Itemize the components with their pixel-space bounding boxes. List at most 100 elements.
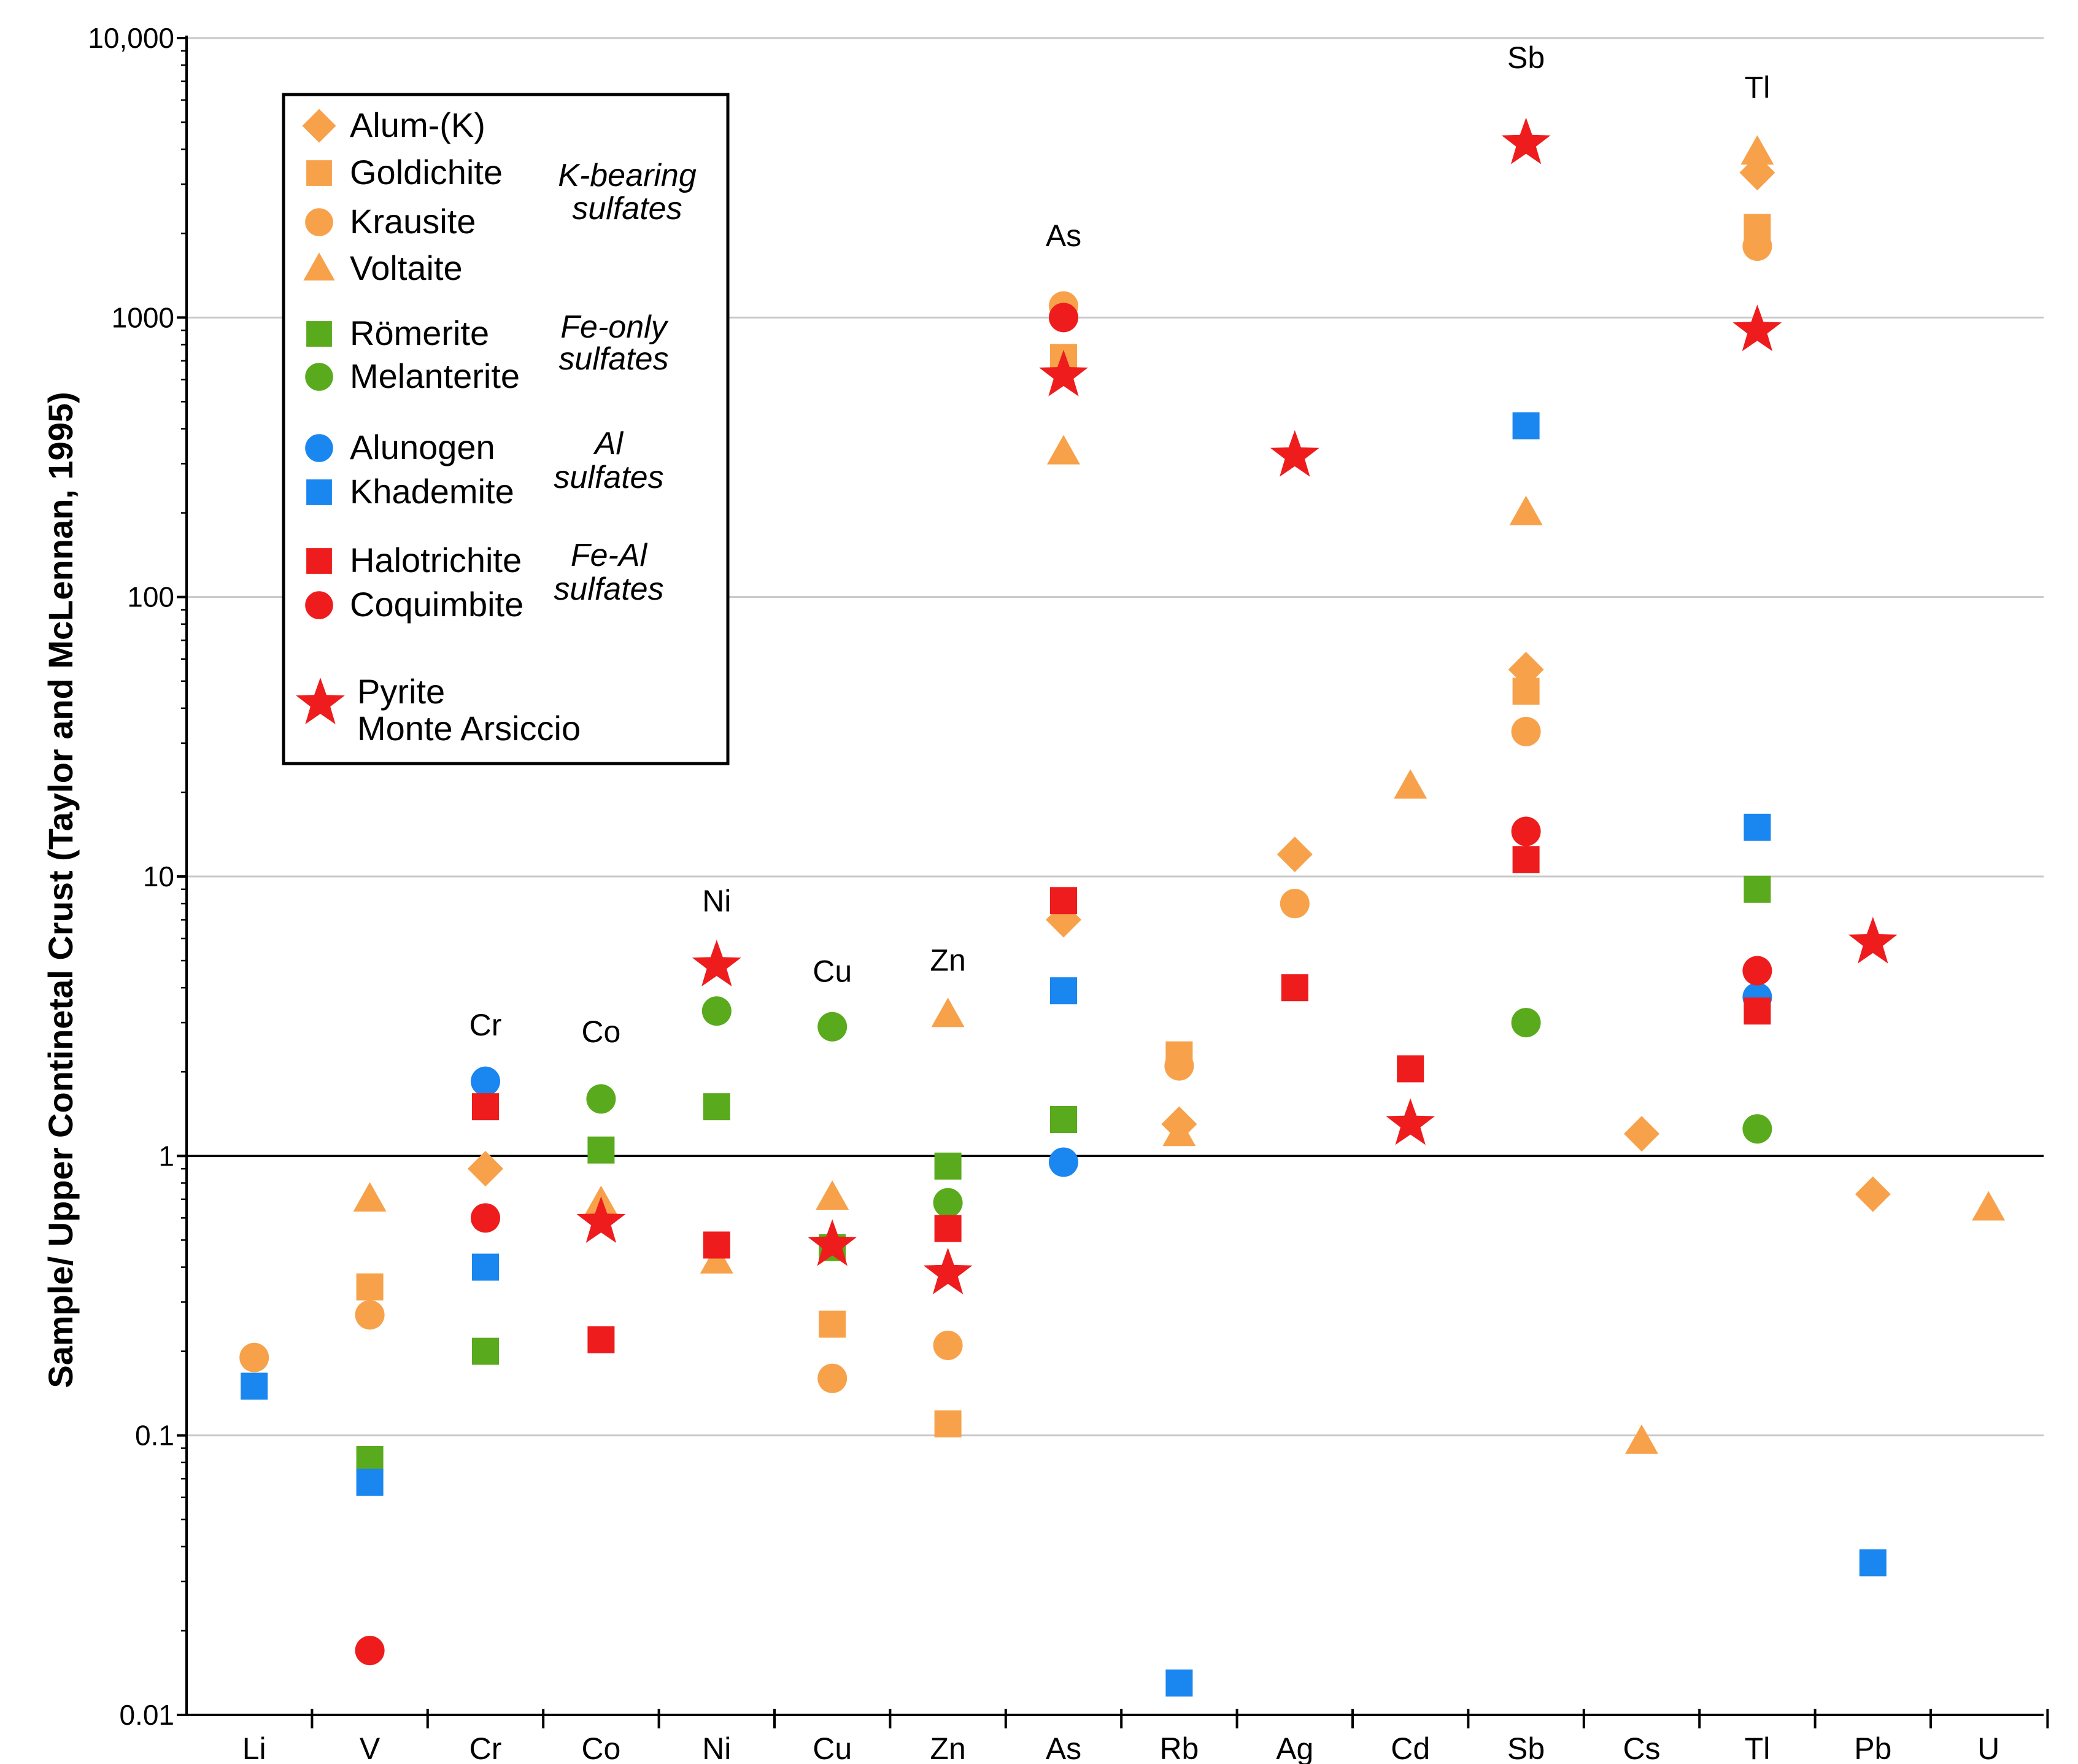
data-point xyxy=(471,1066,500,1096)
x-tick-label-sb: Sb xyxy=(1507,1731,1545,1764)
data-point xyxy=(1277,836,1313,872)
y-tick-labels: 0.01 0.1 1 10 100 1000 10,000 xyxy=(88,22,174,1731)
legend-label: Pyrite xyxy=(357,672,445,711)
annotation-tl: Tl xyxy=(1745,71,1771,105)
data-point xyxy=(1039,349,1088,397)
data-point xyxy=(817,1012,848,1042)
data-point xyxy=(1509,495,1543,525)
data-point xyxy=(1512,846,1540,873)
data-point xyxy=(239,1342,269,1372)
legend-label: Monte Arsiccio xyxy=(357,709,581,748)
data-point xyxy=(472,1093,499,1121)
annotation-as: As xyxy=(1046,219,1081,253)
legend-marker xyxy=(305,208,333,236)
data-point xyxy=(1625,1424,1658,1454)
data-point xyxy=(933,1188,963,1218)
y-tick-label: 0.1 xyxy=(135,1420,174,1452)
legend-marker xyxy=(306,160,332,186)
legend-label: Halotrichite xyxy=(350,541,522,579)
data-point xyxy=(934,1215,962,1242)
legend-group-caption: K-bearing xyxy=(558,158,697,193)
axes xyxy=(177,36,2049,1728)
data-point xyxy=(1281,974,1308,1002)
legend-marker xyxy=(296,678,345,724)
data-point xyxy=(1050,887,1077,915)
data-point xyxy=(472,1253,499,1281)
annotation-cr: Cr xyxy=(469,1008,502,1042)
series-halotrichite xyxy=(472,846,1771,1353)
x-tick-labels: Li V Cr Co Ni Cu Zn As Rb Ag Cd Sb Cs Tl Pb U xyxy=(242,1731,2000,1764)
data-point xyxy=(1397,1055,1424,1083)
data-point xyxy=(356,1445,384,1473)
series-khademite xyxy=(241,412,1887,1697)
x-tick-label-cr: Cr xyxy=(469,1731,502,1764)
legend-entry-r-merite: Römerite xyxy=(306,314,489,352)
legend-entry-halotrichite: Halotrichite xyxy=(306,541,522,579)
legend-entry-voltaite: Voltaite xyxy=(303,249,463,287)
annotation-ni: Ni xyxy=(702,884,731,918)
x-tick-label-v: V xyxy=(360,1731,380,1764)
legend: Alum-(K) Goldichite Krausite Voltaite K-bear… xyxy=(282,93,730,765)
x-tick-label-tl: Tl xyxy=(1745,1731,1771,1764)
x-tick-label-cd: Cd xyxy=(1391,1731,1430,1764)
data-points xyxy=(239,117,2006,1697)
data-point xyxy=(934,1152,962,1180)
legend-label: Goldichite xyxy=(350,153,503,191)
data-point xyxy=(933,1330,963,1360)
data-point xyxy=(1972,1191,2006,1221)
data-point xyxy=(1511,716,1541,746)
data-point xyxy=(1511,1008,1541,1038)
x-tick-label-rb: Rb xyxy=(1159,1731,1199,1764)
legend-entry-goldichite: Goldichite xyxy=(306,153,503,191)
legend-entry-alunogen: Alunogen xyxy=(305,428,495,466)
data-point xyxy=(471,1203,500,1233)
legend-marker xyxy=(303,252,335,280)
data-point xyxy=(1744,997,1771,1025)
data-point xyxy=(356,1468,384,1496)
x-tick-label-as: As xyxy=(1046,1731,1081,1764)
y-axis-label: Sample/ Upper Continetal Crust (Taylor a… xyxy=(41,392,80,1388)
legend-label: Alunogen xyxy=(350,428,495,466)
y-tick-label: 100 xyxy=(127,581,174,613)
data-point xyxy=(816,1180,849,1210)
data-point xyxy=(808,1219,857,1266)
x-tick-label-li: Li xyxy=(242,1731,266,1764)
x-tick-label-u: U xyxy=(1977,1731,1999,1764)
data-point xyxy=(1270,430,1319,477)
legend-label: Römerite xyxy=(350,314,489,352)
data-point xyxy=(1848,916,1898,964)
legend-label: Khademite xyxy=(350,472,514,511)
annotation-zn: Zn xyxy=(930,943,965,978)
data-point xyxy=(1511,816,1541,846)
legend-group-caption: sulfates xyxy=(572,191,682,226)
data-point xyxy=(1049,303,1078,333)
x-tick-label-pb: Pb xyxy=(1854,1731,1891,1764)
data-point xyxy=(355,1636,385,1666)
data-point xyxy=(1742,956,1772,986)
x-tick-label-ni: Ni xyxy=(702,1731,731,1764)
series-pyrite-monte-arsiccio xyxy=(576,117,1898,1294)
data-point xyxy=(587,1136,615,1164)
data-point xyxy=(356,1273,384,1301)
y-tick-label: 1 xyxy=(158,1140,174,1172)
data-point xyxy=(1512,678,1540,705)
data-point xyxy=(923,1247,973,1294)
annotation-sb: Sb xyxy=(1507,41,1545,75)
data-point xyxy=(1744,875,1771,903)
data-point xyxy=(241,1372,268,1400)
legend-entry-alum-k-: Alum-(K) xyxy=(302,106,485,144)
data-point xyxy=(703,1093,730,1121)
annotation-co: Co xyxy=(581,1015,620,1049)
data-point xyxy=(1859,1549,1887,1577)
data-point xyxy=(1050,977,1077,1005)
data-point xyxy=(576,1196,626,1243)
data-point xyxy=(1740,135,1774,165)
data-point xyxy=(1049,1147,1078,1177)
data-point xyxy=(353,1182,387,1212)
data-point xyxy=(703,1231,730,1259)
legend-entry-coquimbite: Coquimbite xyxy=(305,585,523,624)
data-point xyxy=(692,940,741,987)
data-point xyxy=(934,1410,962,1437)
legend-marker xyxy=(306,548,332,574)
